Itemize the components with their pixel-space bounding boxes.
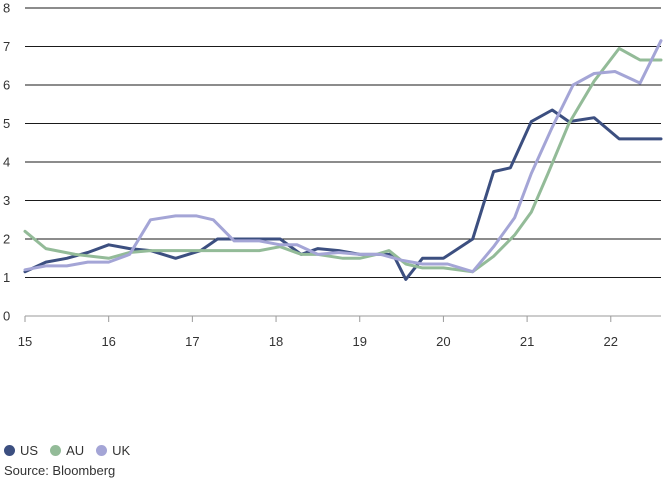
- x-tick-label-20: 20: [436, 334, 450, 349]
- y-tick-label-0: 0: [3, 309, 10, 324]
- legend-swatch-us: [4, 445, 15, 456]
- x-tick-label-15: 15: [18, 334, 32, 349]
- x-tick-label-18: 18: [269, 334, 283, 349]
- legend-label-us: US: [20, 443, 39, 458]
- y-tick-label-3: 3: [3, 193, 10, 208]
- legend-label-uk: UK: [112, 443, 131, 458]
- y-tick-label-4: 4: [3, 155, 10, 170]
- series-line-uk: [23, 39, 663, 274]
- legend-swatch-au: [50, 445, 62, 456]
- x-tick-label-21: 21: [520, 334, 534, 349]
- x-tick-label-16: 16: [101, 334, 115, 349]
- legend-item-au[interactable]: AU: [50, 443, 84, 458]
- legend-label-au: AU: [66, 443, 85, 458]
- y-tick-label-2: 2: [3, 232, 10, 247]
- legend-item-uk[interactable]: UK: [96, 443, 130, 458]
- legend-swatch-uk: [96, 445, 108, 456]
- x-tick-label-19: 19: [353, 334, 367, 349]
- axis-layer: 0 1 2 3 4 5 6 7 8 15 16 17 18 19 20 21 22: [3, 1, 661, 349]
- legend-item-us[interactable]: US: [4, 443, 38, 458]
- series-line-au: [23, 46, 663, 274]
- y-tick-label-7: 7: [3, 39, 10, 54]
- y-tick-label-6: 6: [3, 78, 10, 93]
- series-layer: [23, 39, 663, 281]
- source-note: Source: Bloomberg: [4, 463, 116, 478]
- y-tick-label-5: 5: [3, 116, 10, 131]
- grid-layer: [25, 7, 661, 278]
- legend: US AU UK: [4, 443, 142, 458]
- y-tick-label-1: 1: [3, 270, 10, 285]
- y-tick-label-8: 8: [3, 1, 10, 16]
- x-tick-label-22: 22: [604, 334, 618, 349]
- x-tick-label-17: 17: [185, 334, 199, 349]
